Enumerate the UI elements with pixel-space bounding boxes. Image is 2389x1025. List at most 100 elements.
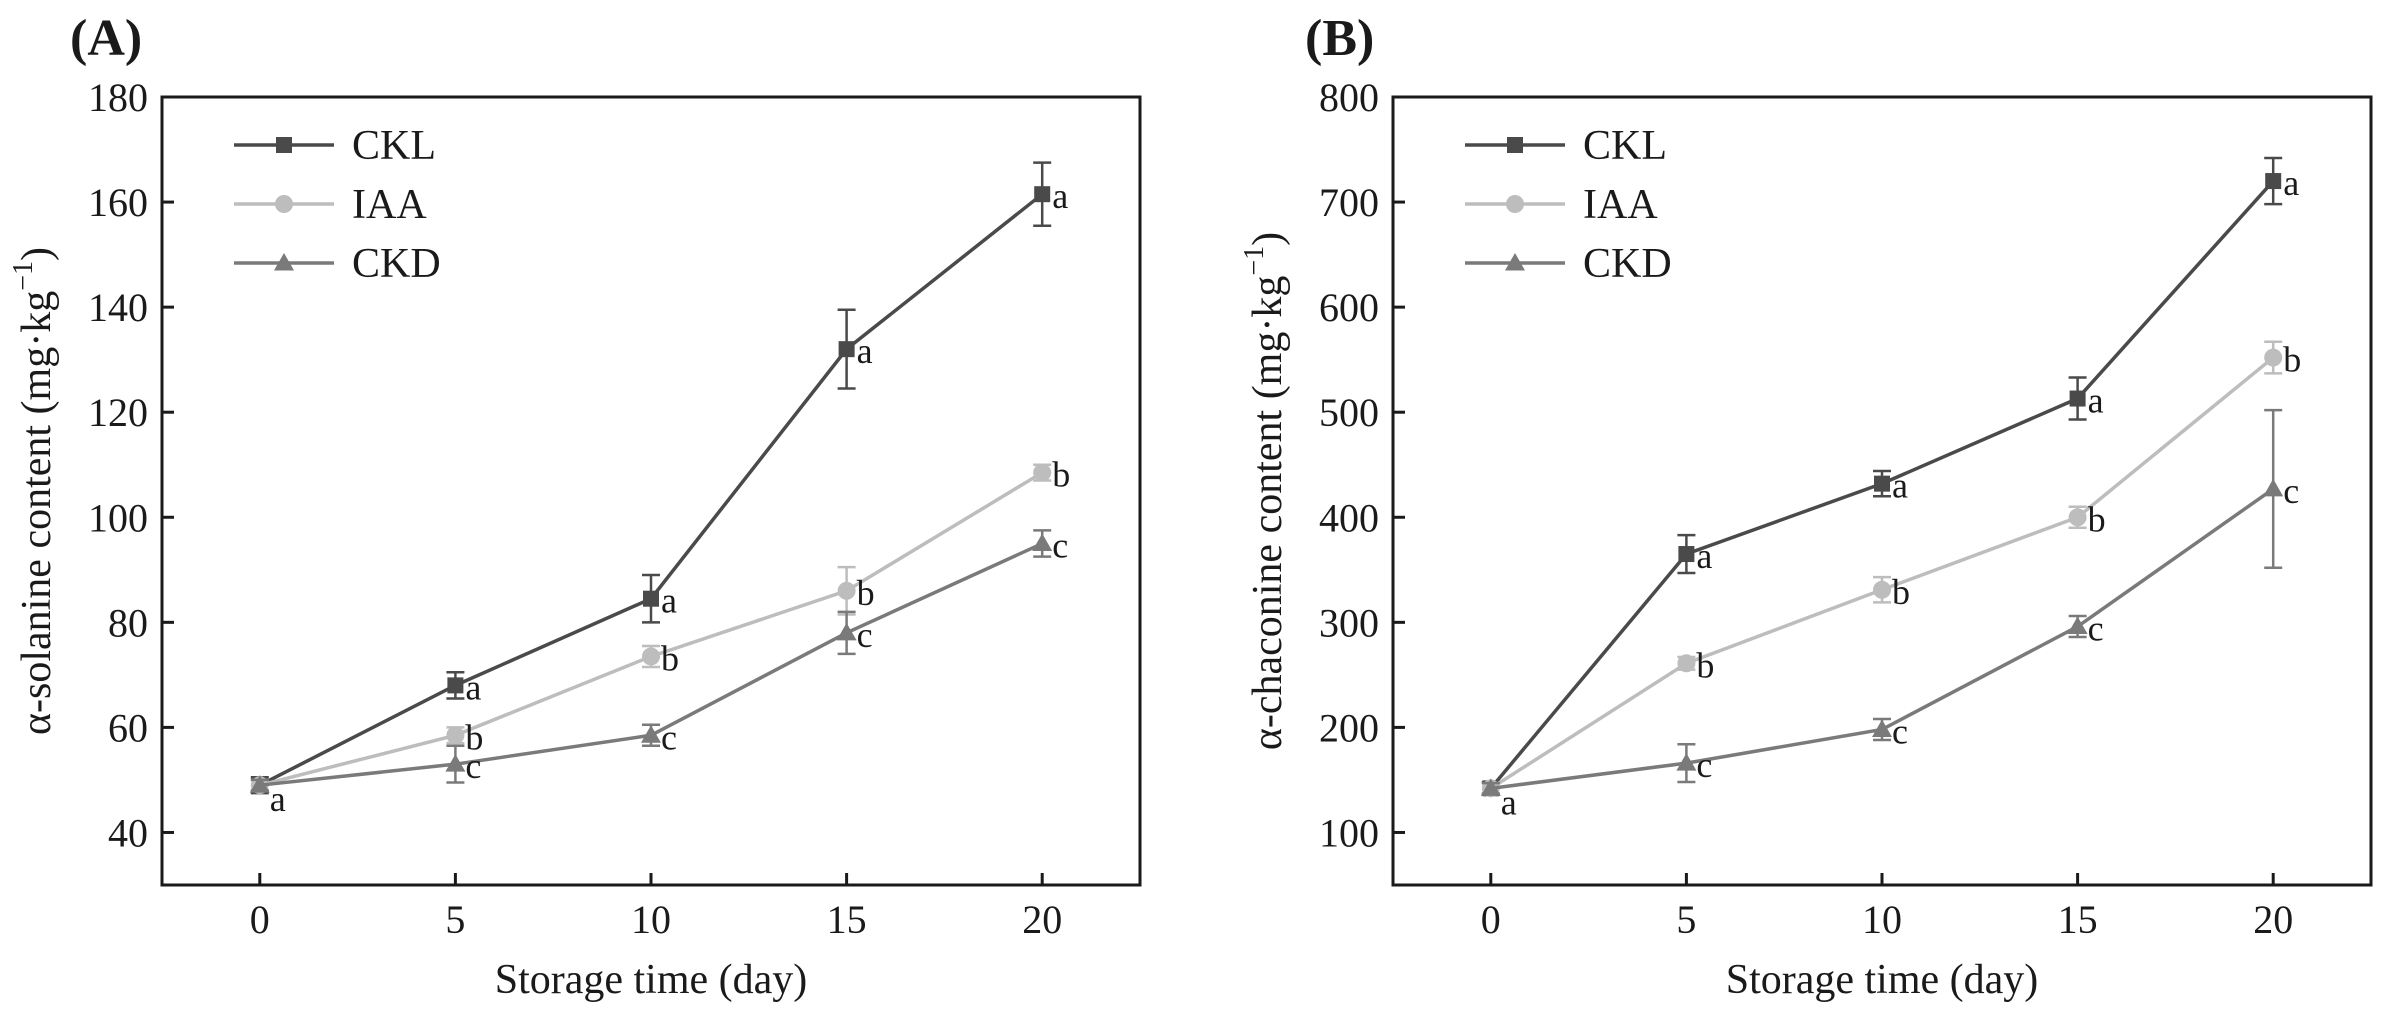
significance-label: c: [1892, 712, 1908, 752]
y-tick-label: 400: [1319, 495, 1379, 540]
legend-marker: [276, 137, 292, 153]
significance-label: b: [1696, 645, 1714, 685]
legend-label: CKL: [352, 123, 436, 169]
panel-letter: (B): [1305, 10, 1374, 67]
data-point: [643, 590, 659, 607]
data-point: [1872, 719, 1892, 738]
y-tick-label: 500: [1319, 390, 1379, 435]
x-axis-title: Storage time (day): [1726, 957, 2039, 1003]
data-point: [1032, 533, 1053, 552]
y-axis-title-sup: −1: [1239, 246, 1270, 276]
y-axis-title-main: α-chaconine content (mg·kg: [1245, 276, 1291, 751]
y-axis-title: α-solanine content (mg·kg−1): [8, 247, 60, 735]
y-tick-label: 40: [108, 810, 148, 855]
data-point: [446, 726, 465, 745]
significance-label: c: [857, 615, 873, 655]
significance-label: b: [1052, 455, 1070, 495]
y-tick-label: 200: [1319, 705, 1379, 750]
significance-label: c: [2283, 471, 2299, 511]
significance-label: c: [2088, 609, 2104, 649]
data-point: [2068, 508, 2087, 527]
y-tick-label: 120: [88, 390, 148, 435]
series-line: [1490, 487, 2275, 791]
data-point: [1678, 546, 1695, 563]
series-iaa: b b b b: [250, 455, 1070, 795]
x-tick-label: 0: [250, 897, 270, 942]
x-tick-label: 15: [827, 897, 867, 942]
y-axis-title-sup: −1: [8, 261, 39, 291]
significance-label: a: [857, 331, 873, 371]
x-tick-label: 10: [631, 897, 671, 942]
panel-a-chart: (A) 0 5 10 15 20 40 60 80 100 120 140 160 180 Storage …: [8, 10, 1142, 1003]
series-ckl: a a a a a: [1481, 156, 2299, 822]
significance-label: b: [1892, 572, 1910, 612]
significance-label: a: [270, 779, 286, 819]
legend-marker: [1505, 253, 1525, 271]
significance-label: a: [2088, 381, 2104, 421]
data-point: [838, 341, 855, 358]
significance-label: a: [1696, 536, 1712, 576]
data-point: [2265, 173, 2282, 190]
significance-label: a: [661, 581, 677, 621]
panel-letter: (A): [70, 10, 142, 67]
data-point: [2263, 478, 2284, 497]
significance-label: b: [2088, 499, 2106, 539]
panel-b-chart: (B) 0 5 10 15 20 100 200 300 400 500 600 700 800 Stora…: [1239, 10, 2373, 1003]
data-point: [1676, 753, 1697, 771]
legend-item-ckl: CKL: [1465, 123, 1667, 169]
legend-label: IAA: [352, 182, 427, 228]
series-iaa: b b b b: [1481, 340, 2301, 798]
significance-label: b: [2283, 340, 2301, 380]
data-point: [447, 677, 464, 694]
data-point: [836, 622, 857, 641]
y-tick-label: 80: [108, 600, 148, 645]
y-tick-label: 100: [1319, 810, 1379, 855]
x-tick-label: 20: [2253, 897, 2293, 942]
significance-label: a: [1501, 782, 1517, 822]
y-tick-label: 60: [108, 705, 148, 750]
data-point: [1677, 654, 1696, 673]
legend-marker: [274, 253, 294, 271]
data-point: [1874, 475, 1890, 492]
data-point: [2264, 348, 2283, 367]
significance-label: c: [661, 717, 677, 757]
series-ckd: c c c c: [249, 526, 1068, 793]
data-point: [2069, 390, 2086, 407]
y-tick-label: 100: [88, 495, 148, 540]
x-tick-label: 0: [1481, 897, 1501, 942]
legend-marker: [275, 195, 293, 213]
y-tick-label: 800: [1319, 75, 1379, 120]
y-tick-label: 700: [1319, 180, 1379, 225]
series-ckd: c c c c: [1480, 408, 2299, 796]
significance-label: b: [661, 638, 679, 678]
data-point: [642, 647, 660, 666]
x-axis-title: Storage time (day): [495, 957, 808, 1003]
data-point: [1480, 778, 1501, 796]
x-tick-label: 15: [2058, 897, 2098, 942]
significance-label: a: [1892, 466, 1908, 506]
legend-label: CKL: [1583, 123, 1667, 169]
plot-frame: [160, 95, 1142, 887]
legend-item-ckd: CKD: [234, 241, 441, 287]
data-point: [837, 581, 856, 600]
significance-label: c: [1696, 745, 1712, 785]
y-tick-label: 300: [1319, 600, 1379, 645]
legend-label: CKD: [352, 241, 441, 287]
data-point: [1034, 186, 1051, 203]
significance-label: c: [1052, 526, 1068, 566]
y-axis-title-main: α-solanine content (mg·kg: [14, 291, 60, 735]
legend-item-iaa: IAA: [234, 182, 427, 228]
y-axis-title-close: ): [1245, 232, 1291, 246]
legend-item-iaa: IAA: [1465, 182, 1658, 228]
significance-label: a: [2283, 163, 2299, 203]
x-tick-label: 5: [1676, 897, 1696, 942]
significance-label: c: [465, 746, 481, 786]
legend-label: CKD: [1583, 241, 1672, 287]
y-tick-label: 180: [88, 75, 148, 120]
y-tick-label: 160: [88, 180, 148, 225]
x-tick-label: 5: [445, 897, 465, 942]
legend-item-ckd: CKD: [1465, 241, 1672, 287]
y-tick-label: 140: [88, 285, 148, 330]
data-point: [2067, 616, 2088, 635]
